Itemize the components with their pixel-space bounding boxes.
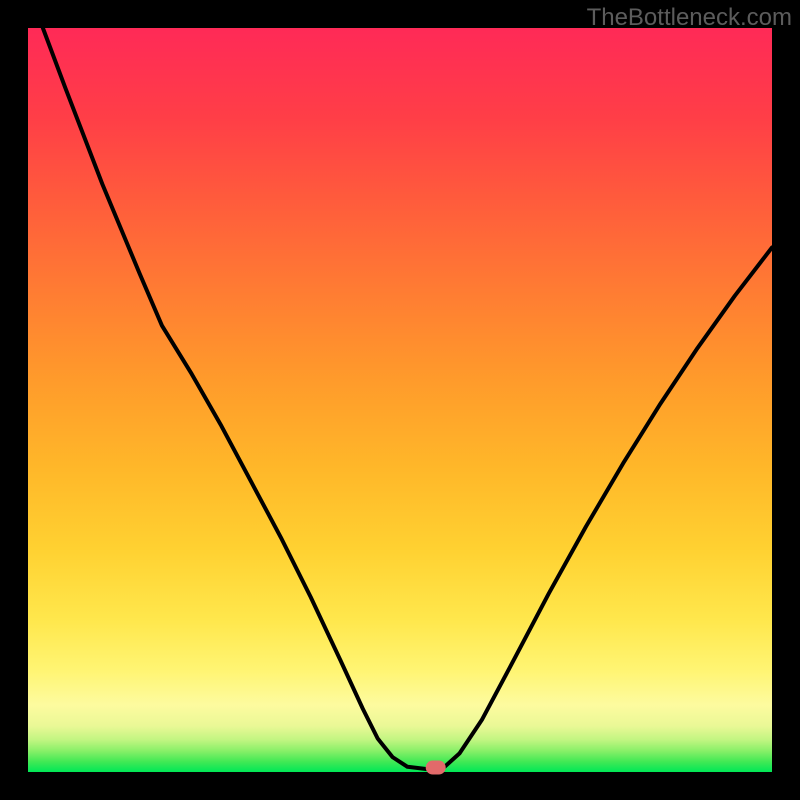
optimal-point-marker	[426, 761, 446, 775]
heatmap-background	[28, 28, 772, 772]
bottleneck-chart-svg	[0, 0, 800, 800]
chart-container: TheBottleneck.com	[0, 0, 800, 800]
watermark-text: TheBottleneck.com	[587, 4, 792, 32]
